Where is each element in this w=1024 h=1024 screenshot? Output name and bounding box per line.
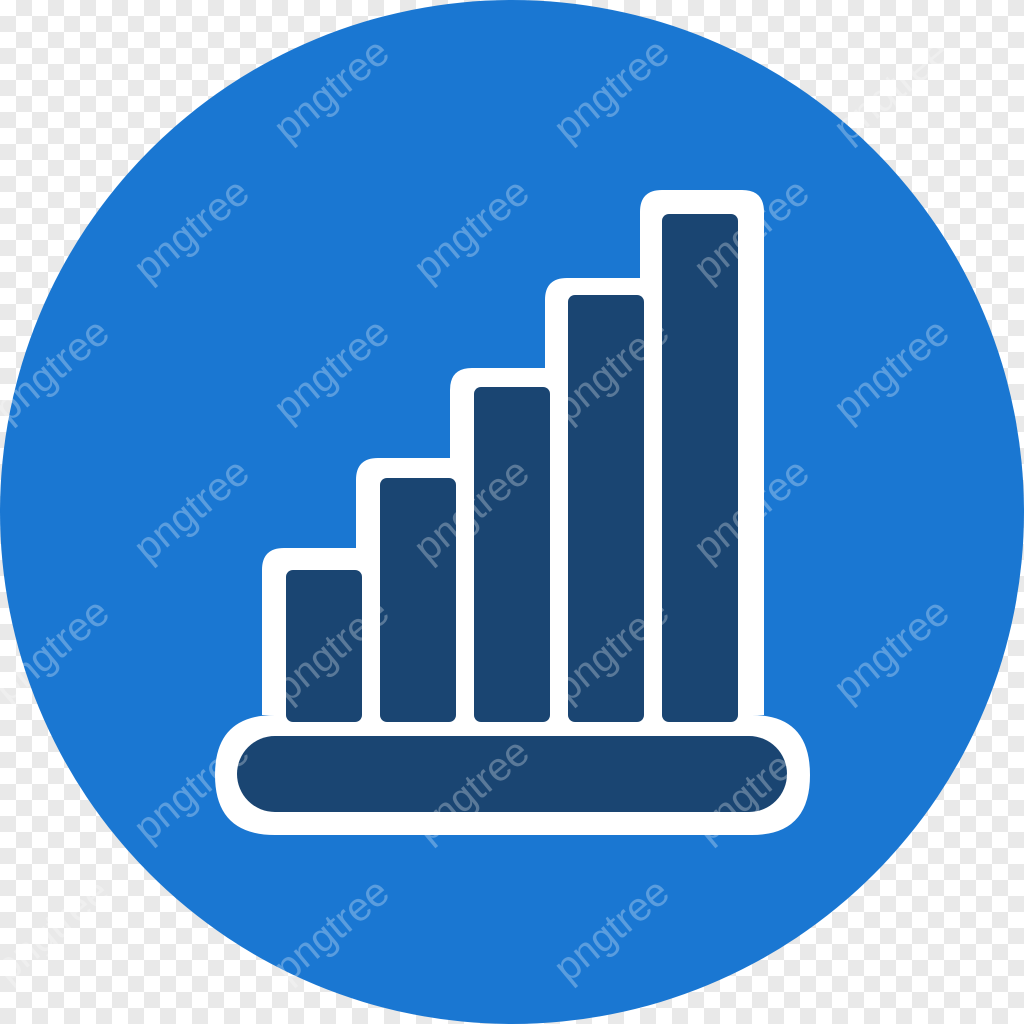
chart-bar-1 [286,570,362,722]
chart-bar-3 [474,387,550,722]
chart-baseline-bar [237,736,787,812]
chart-bars [286,214,738,722]
chart-bar-4 [568,295,644,722]
chart-bar-5 [662,214,738,722]
chart-bar-2 [380,478,456,722]
watermark-text: pngtree [0,870,118,991]
watermark-text: pngtree [826,30,958,151]
